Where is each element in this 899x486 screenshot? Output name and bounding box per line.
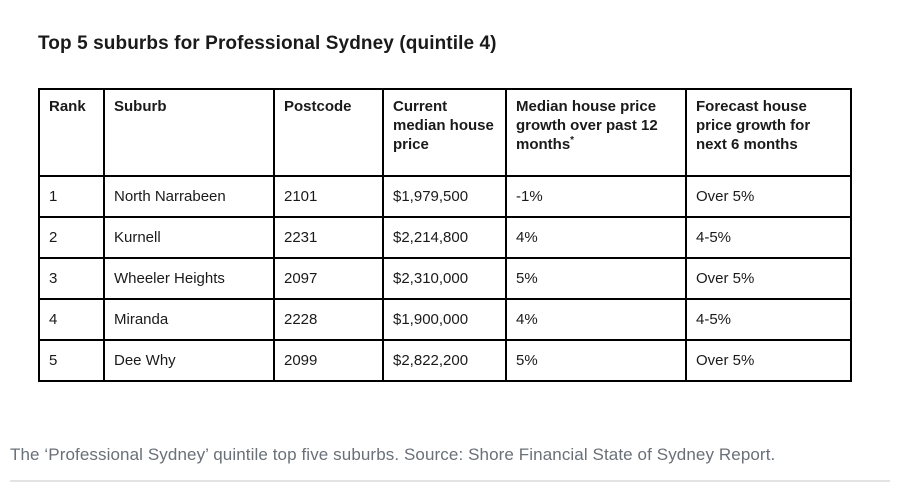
table-body: 1 North Narrabeen 2101 $1,979,500 -1% Over 5%… — [38, 175, 852, 382]
table-header-row: Rank Suburb Postcode Current median house p… — [38, 88, 852, 177]
table-cell: North Narrabeen — [103, 175, 275, 218]
table-cell: 4-5% — [685, 216, 852, 259]
table-cell: -1% — [505, 175, 687, 218]
table-cell: 5% — [505, 339, 687, 382]
table-cell: 3 — [38, 257, 105, 300]
table-cell: 5% — [505, 257, 687, 300]
figure-title: Top 5 suburbs for Professional Sydney (q… — [38, 33, 497, 54]
table-cell: $2,822,200 — [382, 339, 507, 382]
column-header: Suburb — [103, 88, 275, 177]
table-cell: $1,900,000 — [382, 298, 507, 341]
table-cell: Wheeler Heights — [103, 257, 275, 300]
bottom-divider — [10, 480, 890, 482]
table-cell: 2099 — [273, 339, 384, 382]
table-cell: 2228 — [273, 298, 384, 341]
column-header: Current median house price — [382, 88, 507, 177]
table-cell: 4% — [505, 216, 687, 259]
table-cell: Dee Why — [103, 339, 275, 382]
column-header: Forecast house price growth for next 6 m… — [685, 88, 852, 177]
table-cell: 4-5% — [685, 298, 852, 341]
table-cell: 4% — [505, 298, 687, 341]
table-cell: 2 — [38, 216, 105, 259]
table-cell: $2,310,000 — [382, 257, 507, 300]
figure-caption: The ‘Professional Sydney’ quintile top f… — [10, 445, 776, 464]
table-cell: 5 — [38, 339, 105, 382]
table-row: 5 Dee Why 2099 $2,822,200 5% Over 5% — [38, 339, 852, 382]
table-cell: Miranda — [103, 298, 275, 341]
table-cell: 4 — [38, 298, 105, 341]
column-header: Median house price growth over past 12 m… — [505, 88, 687, 177]
table-row: 2 Kurnell 2231 $2,214,800 4% 4-5% — [38, 216, 852, 259]
table-cell: 2097 — [273, 257, 384, 300]
table-cell: 2101 — [273, 175, 384, 218]
table-row: 3 Wheeler Heights 2097 $2,310,000 5% Over 5% — [38, 257, 852, 300]
column-header: Rank — [38, 88, 105, 177]
column-header: Postcode — [273, 88, 384, 177]
top-suburbs-table: Rank Suburb Postcode Current median house p… — [38, 88, 852, 382]
table-row: 1 North Narrabeen 2101 $1,979,500 -1% Over 5% — [38, 175, 852, 218]
table-cell: $1,979,500 — [382, 175, 507, 218]
table-cell: $2,214,800 — [382, 216, 507, 259]
table-cell: Kurnell — [103, 216, 275, 259]
table-cell: 1 — [38, 175, 105, 218]
table-cell: Over 5% — [685, 257, 852, 300]
table-row: 4 Miranda 2228 $1,900,000 4% 4-5% — [38, 298, 852, 341]
table-cell: Over 5% — [685, 339, 852, 382]
footnote-marker: * — [570, 135, 575, 146]
table-cell: Over 5% — [685, 175, 852, 218]
table-cell: 2231 — [273, 216, 384, 259]
